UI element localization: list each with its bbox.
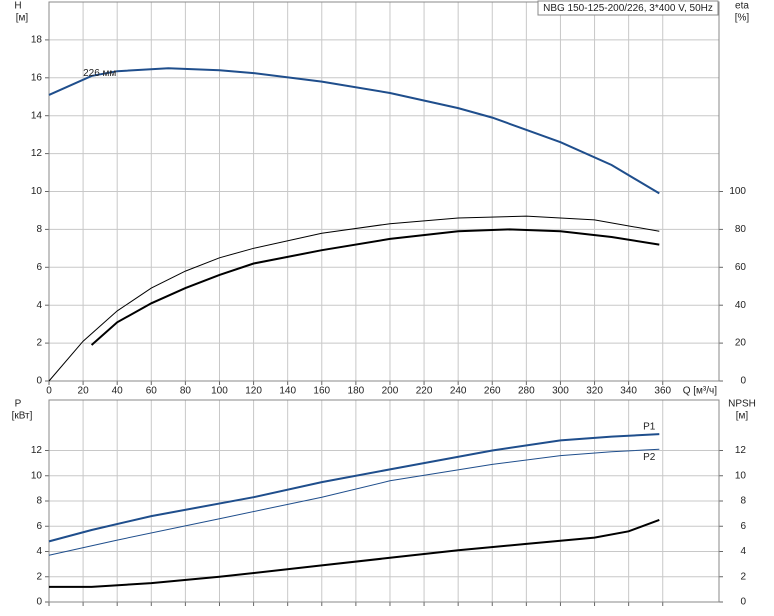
y-tick-label: 6 [36,521,42,532]
series-line [90,228,660,346]
y2-tick-label: 80 [735,224,747,235]
series-line [48,67,660,195]
y2-axis-unit: [%] [735,13,750,24]
x-tick-label: 80 [180,386,192,397]
y-tick-label: 0 [36,597,42,608]
y2-axis-label: eta [735,1,749,12]
y-axis-label: P [15,399,22,410]
x-tick-label: 240 [450,386,467,397]
x-tick-label: 20 [78,386,90,397]
y-tick-label: 12 [31,148,43,159]
y2-tick-label: 40 [735,300,747,311]
series-line [48,215,660,382]
curve-annotation: 226 мм [83,68,116,79]
x-tick-label: 0 [46,386,52,397]
y2-tick-label: 60 [735,262,747,273]
y-tick-label: 14 [31,110,43,121]
y2-axis-unit: [м] [736,411,749,422]
x-tick-label: 300 [552,386,569,397]
y2-tick-label: 20 [735,338,747,349]
y2-tick-label: 10 [735,470,747,481]
y2-axis-label: NPSH [728,399,756,410]
x-tick-label: 160 [313,386,330,397]
y2-tick-label: 0 [740,597,746,608]
y-tick-label: 12 [31,445,43,456]
plot-frame [48,399,720,603]
title-box [537,0,719,16]
x-tick-label: 200 [382,386,399,397]
y-tick-label: 6 [36,262,42,273]
x-tick-label: 180 [348,386,365,397]
y-axis-label: H [14,1,21,12]
y-tick-label: 8 [36,496,42,507]
series-label: P1 [643,422,656,433]
x-tick-label: 100 [211,386,228,397]
chart-title: NBG 150-125-200/226, 3*400 V, 50Hz [543,3,713,14]
x-tick-label: 40 [112,386,124,397]
y-tick-label: 2 [36,338,42,349]
x-tick-label: 260 [484,386,501,397]
y-tick-label: 10 [31,186,43,197]
x-tick-label: 60 [146,386,158,397]
y2-tick-label: 6 [740,521,746,532]
y2-tick-label: 8 [740,496,746,507]
y2-tick-label: 4 [740,546,746,557]
y-tick-label: 18 [31,35,43,46]
y2-tick-label: 0 [740,376,746,387]
y-tick-label: 8 [36,224,42,235]
x-tick-label: 220 [416,386,433,397]
x-tick-label: 340 [620,386,637,397]
y-tick-label: 10 [31,470,43,481]
series-line [48,448,660,556]
x-tick-label: 320 [586,386,603,397]
y-axis-unit: [кВт] [12,411,33,422]
y-tick-label: 4 [36,300,42,311]
y2-tick-label: 100 [729,186,746,197]
x-tick-label: 360 [654,386,671,397]
y-tick-label: 4 [36,546,42,557]
x-tick-label: 280 [518,386,535,397]
y-tick-label: 0 [36,376,42,387]
plot-frame [48,1,720,382]
y-tick-label: 2 [36,571,42,582]
y-axis-unit: [м] [16,13,29,24]
series-label: P2 [643,452,656,463]
x-axis-label: Q [м³/ч] [683,386,718,397]
x-tick-label: 120 [245,386,262,397]
y2-tick-label: 12 [735,445,747,456]
x-tick-label: 140 [279,386,296,397]
y2-tick-label: 2 [740,571,746,582]
y-tick-label: 16 [31,72,43,83]
series-line [49,518,660,588]
series-line [48,433,660,543]
